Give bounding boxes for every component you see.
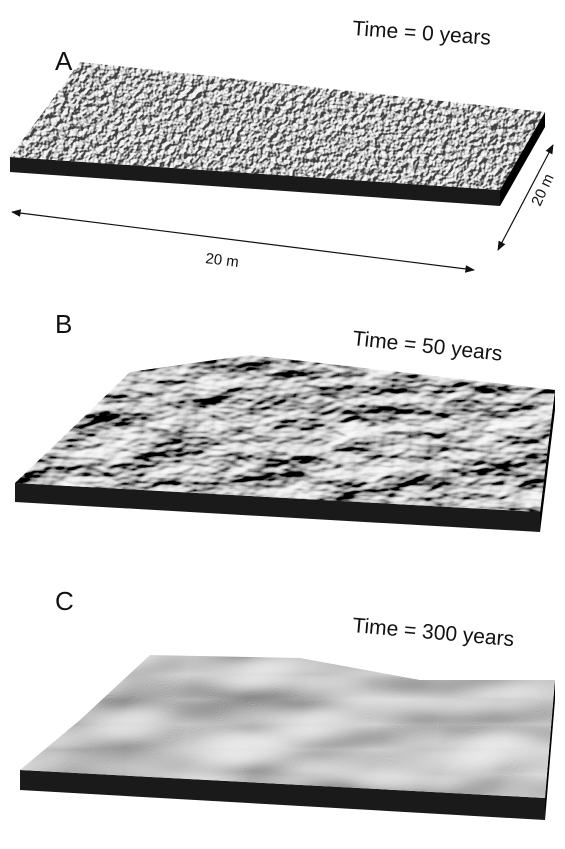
time-label: Time = 300 years	[352, 614, 515, 651]
panel-label: A	[55, 46, 73, 76]
panel-label: B	[55, 309, 72, 339]
dimension-label: 20 m	[205, 250, 240, 271]
dimension-arrow	[12, 212, 474, 270]
time-label: Time = 0 years	[352, 17, 492, 50]
time-label: Time = 50 years	[351, 327, 503, 366]
panel-label: C	[55, 586, 74, 616]
dimension-label: 20 m	[528, 171, 558, 208]
figure: A Time = 0 years 20 m 20 m B Time = 50 y…	[0, 0, 565, 849]
